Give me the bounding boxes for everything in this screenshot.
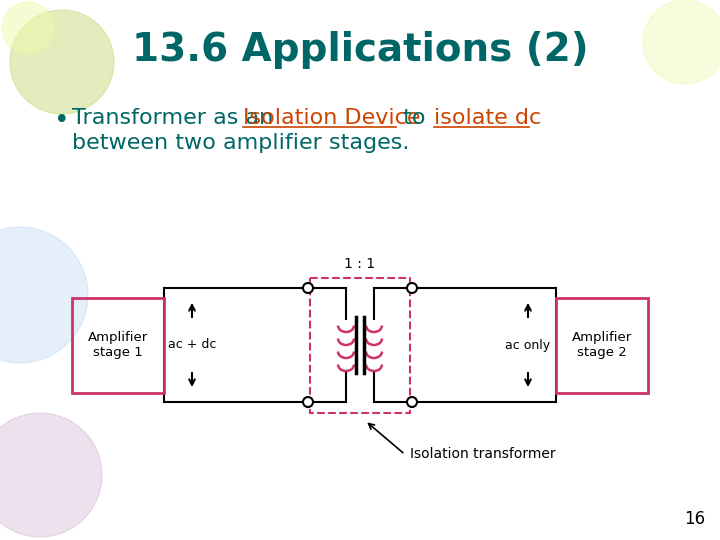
Circle shape — [0, 227, 88, 363]
Text: •: • — [54, 108, 70, 134]
Text: Amplifier
stage 1: Amplifier stage 1 — [88, 331, 148, 359]
Text: Isolation Device: Isolation Device — [243, 108, 421, 128]
Circle shape — [10, 10, 114, 114]
Circle shape — [303, 283, 313, 293]
Text: Amplifier
stage 2: Amplifier stage 2 — [572, 331, 632, 359]
Circle shape — [0, 413, 102, 537]
Text: to: to — [396, 108, 432, 128]
Text: isolate dc: isolate dc — [433, 108, 541, 128]
Circle shape — [2, 2, 54, 54]
Bar — [556, 298, 648, 393]
Circle shape — [407, 283, 417, 293]
Circle shape — [303, 397, 313, 407]
Text: ac only: ac only — [505, 339, 551, 352]
Text: ac + dc: ac + dc — [168, 339, 216, 352]
Bar — [310, 278, 410, 413]
Text: 13.6 Applications (2): 13.6 Applications (2) — [132, 31, 588, 69]
Bar — [72, 298, 164, 393]
Text: 1 : 1: 1 : 1 — [344, 258, 376, 272]
Circle shape — [643, 0, 720, 84]
Text: Isolation transformer: Isolation transformer — [410, 448, 556, 462]
Circle shape — [407, 397, 417, 407]
Text: between two amplifier stages.: between two amplifier stages. — [72, 133, 410, 153]
Text: Transformer as an: Transformer as an — [72, 108, 280, 128]
Text: 16: 16 — [684, 510, 705, 528]
